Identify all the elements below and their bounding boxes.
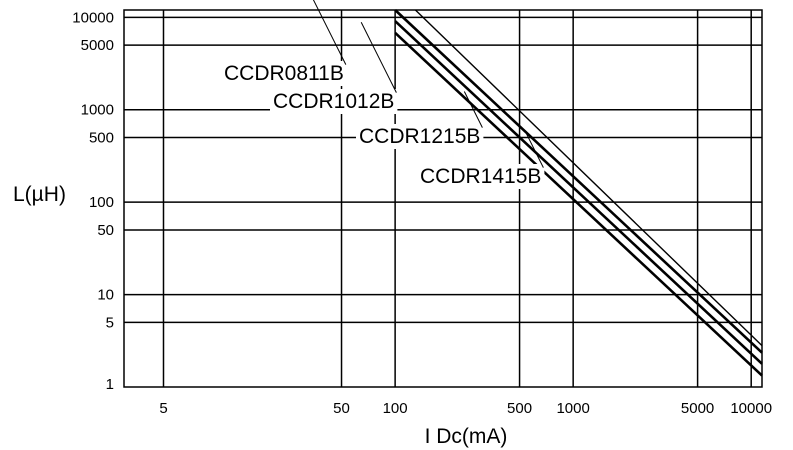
- series-line-ccdr1012b: [394, 20, 763, 365]
- x-tick-labels: 5 50 100 500 1000 5000 10000: [159, 400, 772, 417]
- y-tick-label: 1000: [81, 102, 114, 119]
- series-label-text: CCDR1415B: [420, 165, 541, 188]
- series-line-ccdr0811b: [394, 31, 763, 377]
- series-label-leader: [360, 22, 397, 93]
- y-tick-label: 1: [106, 376, 114, 393]
- x-tick-label: 10000: [730, 400, 772, 417]
- x-tick-label: 500: [507, 400, 532, 417]
- series-label-text: CCDR1215B: [359, 125, 480, 148]
- y-tick-label: 5: [106, 314, 114, 331]
- x-axis-label: I Dc(mA): [425, 425, 508, 448]
- series-label-leader: [463, 91, 483, 128]
- series-label-text: CCDR0811B: [224, 62, 344, 85]
- series-label-bg: [221, 61, 347, 86]
- series-label-ccdr1215b: CCDR1215B: [356, 91, 484, 149]
- grid: [124, 10, 762, 387]
- y-tick-label: 10000: [72, 9, 114, 26]
- y-tick-label: 10: [97, 287, 114, 304]
- x-tick-label: 100: [383, 400, 408, 417]
- y-tick-labels: 1 5 10 50 100 500 1000 5000 10000: [72, 9, 114, 393]
- y-tick-label: 100: [89, 194, 114, 211]
- x-tick-label: 5000: [681, 400, 714, 417]
- series-label-leader: [312, 0, 347, 65]
- series-label-bg: [417, 164, 545, 189]
- x-tick-label: 1000: [556, 400, 589, 417]
- y-axis-label: L(µH): [13, 183, 66, 206]
- series-line-ccdr1215b: [394, 9, 763, 354]
- series-label-ccdr1415b: CCDR1415B: [417, 133, 545, 189]
- y-tick-label: 500: [89, 130, 114, 147]
- series-label-leader: [526, 133, 544, 168]
- x-tick-label: 5: [159, 400, 167, 417]
- series-labels: CCDR0811B CCDR1012B CCDR1215B CCDR1415B: [221, 0, 545, 189]
- series-line-ccdr1415b: [414, 9, 763, 347]
- series-label-ccdr0811b: CCDR0811B: [221, 0, 347, 86]
- y-tick-label: 50: [97, 222, 114, 239]
- y-tick-label: 5000: [81, 37, 114, 54]
- plot-frame: [123, 9, 763, 388]
- series-label-bg: [270, 89, 398, 114]
- series-lines: [394, 9, 763, 377]
- series-label-ccdr1012b: CCDR1012B: [270, 22, 398, 114]
- series-label-text: CCDR1012B: [273, 90, 394, 113]
- series-label-bg: [356, 124, 484, 149]
- x-tick-label: 50: [333, 400, 350, 417]
